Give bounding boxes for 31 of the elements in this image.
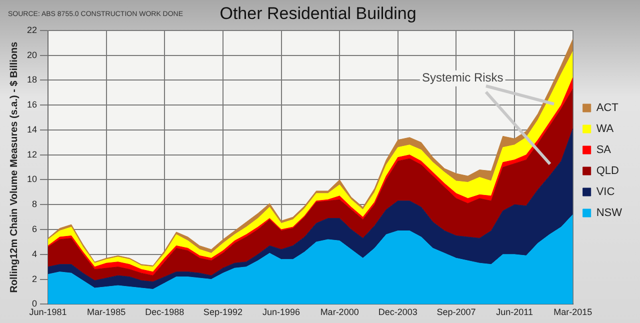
x-tick-label: Dec-1988 [145, 307, 184, 318]
chart-title: Other Residential Building [220, 4, 416, 23]
legend-label: ACT [596, 102, 619, 114]
y-tick-label: 12 [26, 149, 38, 160]
legend-label: WA [596, 123, 614, 136]
y-tick-label: 10 [26, 174, 38, 184]
y-tick-label: 20 [26, 50, 38, 60]
y-tick-label: 18 [26, 74, 38, 85]
y-tick-label: 16 [26, 100, 38, 110]
y-tick-label: 6 [32, 224, 38, 234]
y-tick-label: 2 [32, 274, 38, 284]
y-axis-title: Rolling12m Chain Volume Measures (s.a.) - $ Billions [8, 41, 20, 293]
x-tick-label: Jun-1996 [262, 307, 300, 318]
y-tick-label: 22 [26, 24, 38, 35]
x-tick-label: Dec-2003 [378, 307, 418, 318]
y-tick-label: 14 [26, 124, 38, 134]
legend-label: QLD [596, 165, 620, 178]
y-tick-label: 4 [32, 248, 38, 259]
x-tick-label: Sep-2007 [436, 307, 476, 318]
x-tick-label: Mar-2015 [554, 307, 592, 318]
annotation: Systemic Risks [422, 70, 504, 85]
legend-label: SA [596, 144, 612, 156]
x-tick-label: Jun-2011 [496, 307, 533, 318]
x-tick-label: Mar-1985 [87, 307, 126, 318]
x-tick-label: Jun-1981 [29, 307, 67, 318]
y-tick-label: 8 [32, 199, 38, 210]
legend-label: NSW [596, 207, 623, 220]
x-tick-label: Sep-1992 [203, 307, 242, 318]
x-tick-label: Mar-2000 [320, 307, 359, 318]
y-tick-label: 0 [32, 298, 38, 309]
legend-label: VIC [596, 186, 615, 198]
